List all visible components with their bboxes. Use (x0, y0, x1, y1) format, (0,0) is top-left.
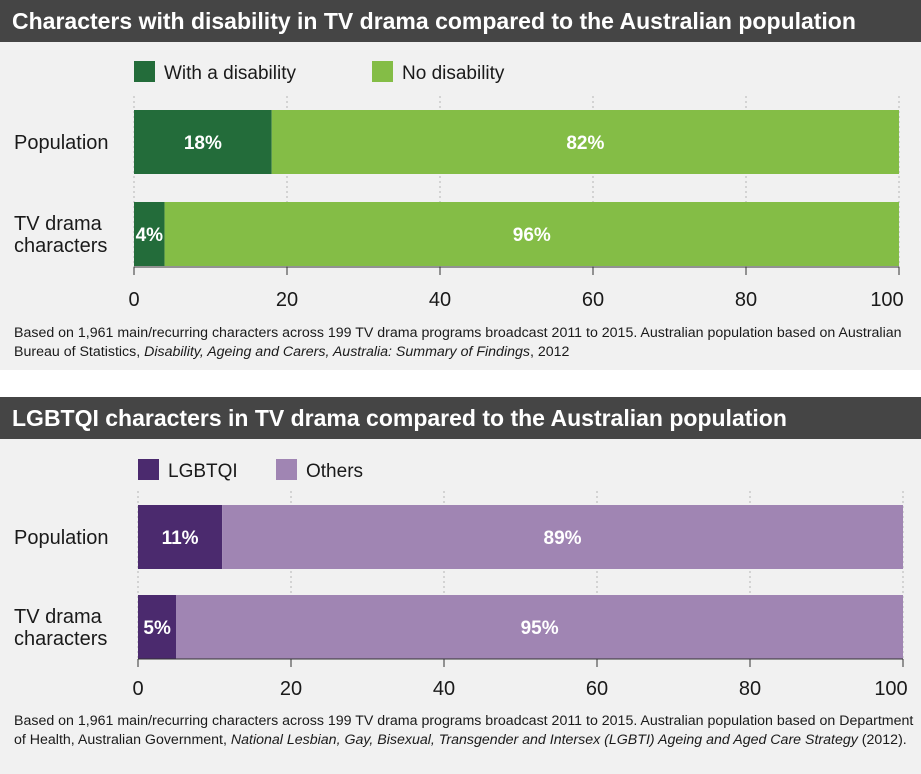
legend-swatch (372, 61, 393, 82)
category-label: TV drama (14, 606, 103, 628)
data-label: 5% (143, 618, 171, 639)
bar-segment (138, 595, 177, 659)
x-tick-label: 40 (429, 289, 451, 311)
data-label: 89% (544, 528, 582, 549)
x-tick-label: 80 (735, 289, 757, 311)
data-label: 18% (184, 133, 222, 154)
data-label: 95% (521, 618, 559, 639)
legend-label: With a disability (164, 63, 296, 84)
lgbtqi-chart-title: LGBTQI characters in TV drama compared t… (12, 405, 787, 431)
legend-label: No disability (402, 63, 505, 84)
x-tick-label: 100 (874, 678, 907, 700)
disability-chart-panel: Characters with disability in TV drama c… (0, 0, 921, 370)
lgbtqi-chart-panel: LGBTQI characters in TV drama compared t… (0, 397, 921, 774)
data-label: 11% (162, 528, 199, 549)
x-tick-label: 0 (128, 289, 139, 311)
bar-segment (176, 595, 903, 659)
bar-segment (271, 110, 899, 174)
data-label: 96% (513, 225, 551, 246)
legend-label: Others (306, 461, 363, 482)
disability-chart-source-note: Based on 1,961 main/recurring characters… (14, 324, 914, 362)
category-label: characters (14, 628, 107, 650)
category-label: TV drama (14, 213, 103, 235)
bar-segment (222, 505, 903, 569)
bar-segment (134, 110, 272, 174)
note-text: , 2012 (529, 344, 570, 360)
x-tick-label: 0 (132, 678, 143, 700)
x-tick-label: 100 (870, 289, 903, 311)
disability-chart: With a disability No disability 18% 82% Popu… (14, 61, 904, 311)
category-label: characters (14, 235, 107, 257)
legend-swatch (134, 61, 155, 82)
data-label: 4% (136, 225, 164, 246)
x-tick-label: 20 (276, 289, 298, 311)
note-publication-title: Disability, Ageing and Carers, Australia… (144, 344, 530, 360)
note-text: (2012). (857, 732, 907, 748)
lgbtqi-chart-source-note: Based on 1,961 main/recurring characters… (14, 712, 914, 750)
x-tick-label: 40 (433, 678, 455, 700)
lgbtqi-chart: LGBTQI Others 11% 89% Population 5% 95% TV dram… (14, 459, 908, 700)
note-text: Based on 1,961 main/recurring characters… (14, 325, 902, 360)
note-publication-title: National Lesbian, Gay, Bisexual, Transge… (230, 732, 858, 748)
bar-segment (134, 202, 165, 266)
legend-label: LGBTQI (168, 461, 238, 482)
x-tick-label: 60 (582, 289, 604, 311)
x-tick-label: 80 (739, 678, 761, 700)
x-tick-label: 60 (586, 678, 608, 700)
data-label: 82% (566, 133, 604, 154)
legend-swatch (138, 459, 159, 480)
bar-segment (164, 202, 900, 266)
legend-swatch (276, 459, 297, 480)
note-text: Based on 1,961 main/recurring characters… (14, 713, 914, 748)
bar-segment (138, 505, 223, 569)
category-label: Population (14, 132, 109, 154)
lgbtqi-chart-title-bar: LGBTQI characters in TV drama compared t… (0, 397, 921, 439)
disability-chart-title: Characters with disability in TV drama c… (12, 8, 856, 34)
x-tick-label: 20 (280, 678, 302, 700)
category-label: Population (14, 527, 109, 549)
disability-chart-title-bar: Characters with disability in TV drama c… (0, 0, 921, 42)
